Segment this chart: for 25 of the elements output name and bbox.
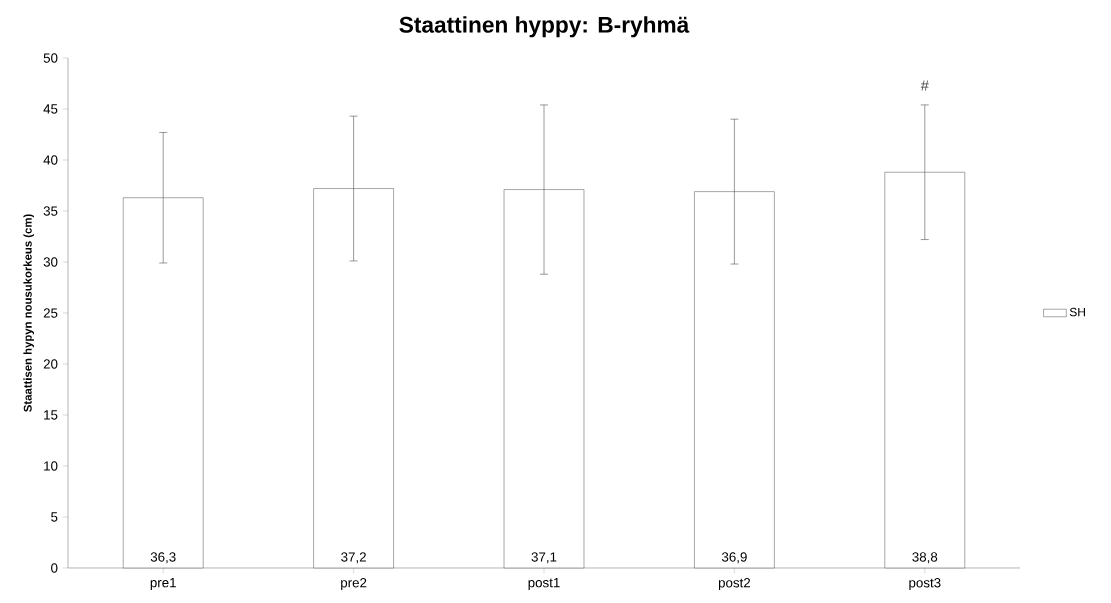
x-tick-label: pre1 [150,578,176,590]
y-tick-label: 0 [51,563,58,573]
y-tick-label: 50 [43,53,58,63]
y-tick-label: 45 [43,104,58,114]
data-label: 37,2 [341,552,366,564]
x-tick-label: post3 [909,578,941,591]
x-tick-label: post1 [528,578,560,590]
y-axis-title: Staattisen hypyn nousukorkeus (cm) [23,214,34,412]
legend-label: SH [1069,307,1085,317]
x-tick-label: pre2 [341,578,367,591]
data-label: 36,3 [150,552,176,564]
y-tick-label: 5 [51,512,58,522]
y-tick-label: 25 [43,308,58,318]
y-tick-label: 30 [43,257,58,267]
data-label: 37,1 [531,552,557,564]
x-tick-label: post2 [718,578,751,591]
y-tick-label: 40 [43,155,58,165]
y-tick-label: 15 [44,410,58,420]
y-tick-label: 35 [43,206,58,216]
y-tick-label: 10 [44,461,58,471]
y-tick-label: 20 [43,359,58,369]
annotation: # [920,80,929,91]
chart-title: Staattinen hyppy: B-ryhmä [399,16,690,38]
data-label: 38,8 [912,552,938,564]
data-label: 36,9 [721,552,747,564]
